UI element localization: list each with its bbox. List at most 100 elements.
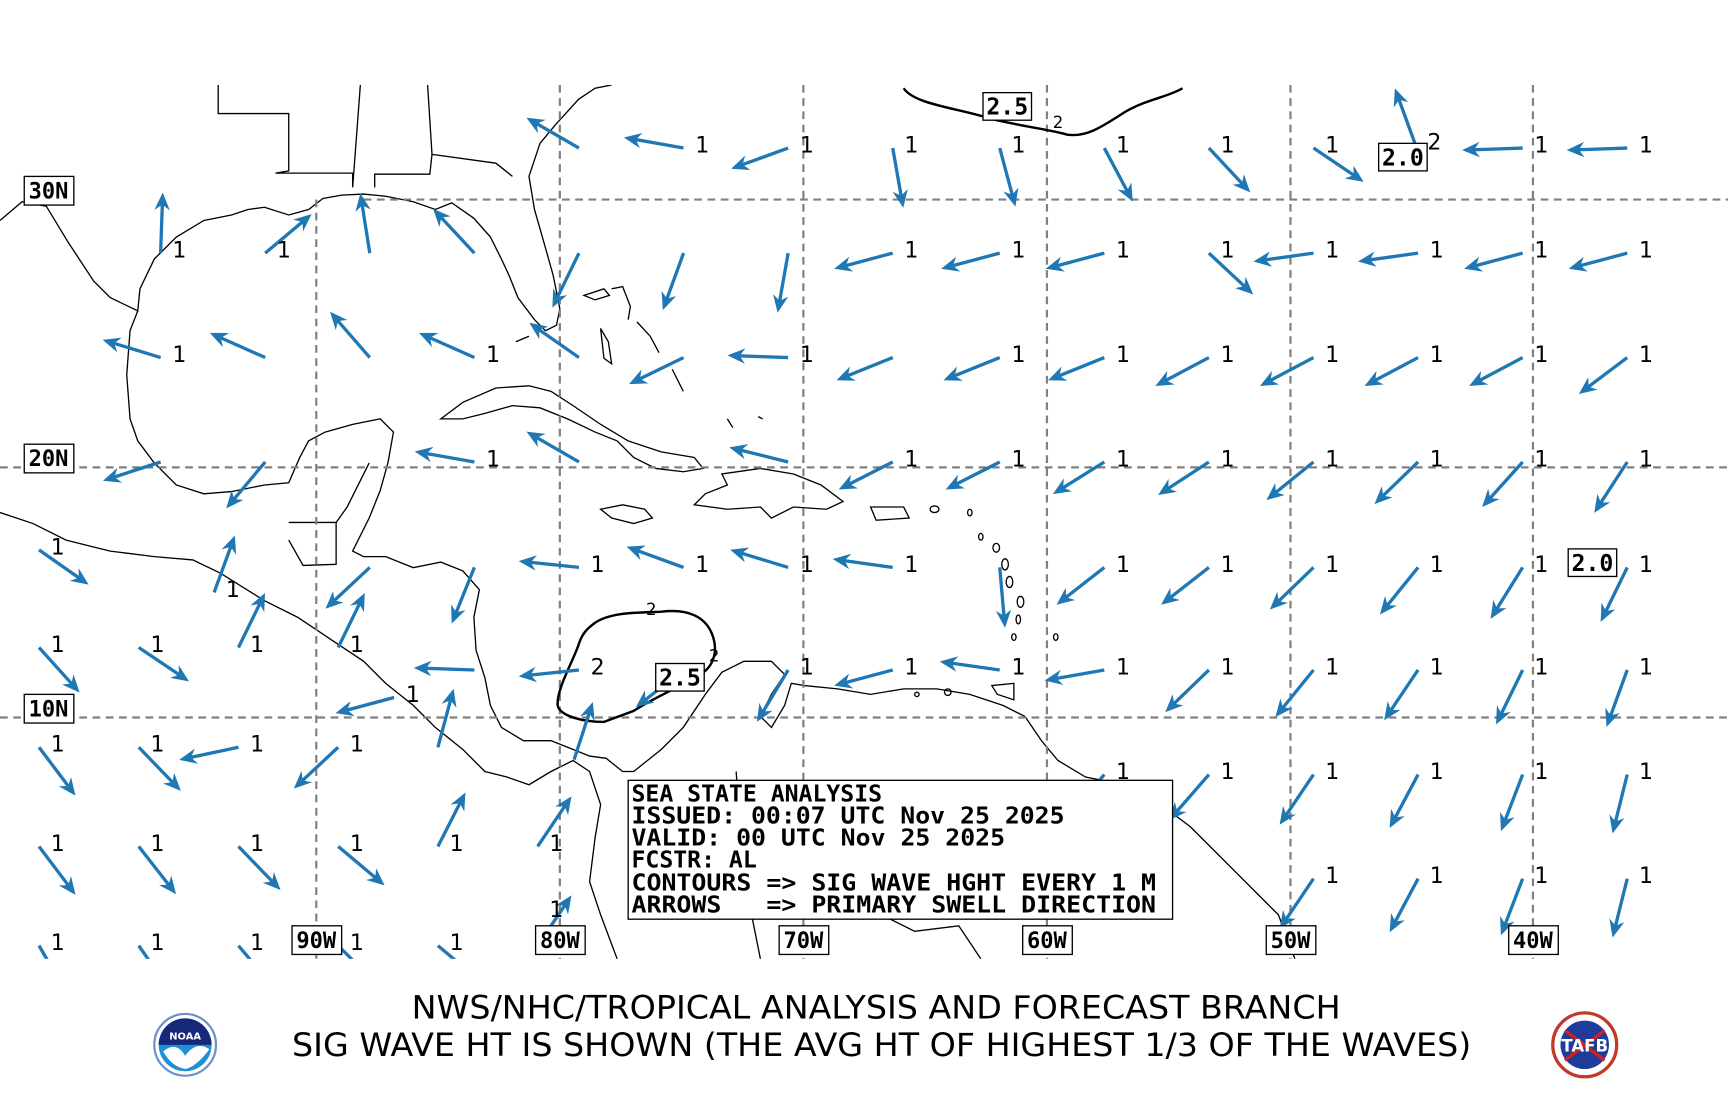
wave-height-label: 1 — [1534, 133, 1548, 158]
swell-arrow-head — [1266, 483, 1285, 501]
wave-height-label: 1 — [486, 343, 500, 368]
swell-arrow-shaft — [845, 460, 894, 487]
swell-arrow-shaft — [37, 646, 75, 688]
swell-arrow-head — [1393, 88, 1409, 108]
swell-arrow: 1 — [1496, 655, 1548, 725]
swell-arrow-head — [179, 748, 199, 764]
wave-height-label: 1 — [350, 633, 364, 658]
swell-arrow: 1 — [102, 337, 186, 368]
swell-arrow-head — [552, 288, 568, 308]
wave-height-label: 1 — [1430, 553, 1444, 578]
swell-arrow-shaft — [527, 560, 580, 570]
pacific-coast — [0, 511, 618, 959]
wave-height-label: 1 — [1534, 343, 1548, 368]
swell-arrow-head — [834, 256, 854, 272]
swell-arrow-head — [555, 796, 572, 816]
swell-arrow: 1 — [37, 931, 65, 959]
wave-height-label: 1 — [1534, 447, 1548, 472]
wave-height-label: 1 — [250, 733, 264, 758]
swell-arrow-shaft — [738, 146, 789, 168]
swell-arrow: 1 — [1312, 133, 1364, 182]
swell-arrow-shaft — [422, 666, 475, 672]
swell-arrow-head — [102, 337, 122, 353]
swell-arrow-shaft — [949, 251, 1001, 269]
swell-arrow: 1 — [832, 553, 918, 578]
swell-arrow-shaft — [1207, 251, 1248, 290]
swell-arrow: 1 — [179, 733, 264, 764]
swell-arrow: 1 — [1207, 239, 1254, 295]
swell-arrow — [995, 567, 1012, 628]
swell-arrow-shaft — [737, 447, 789, 464]
swell-arrow-head — [1117, 182, 1133, 202]
swell-arrow-head — [943, 366, 963, 381]
lon-label-40w: 40W — [1513, 929, 1554, 954]
swell-arrow-shaft — [1053, 251, 1105, 269]
swell-arrow-head — [730, 547, 750, 563]
wave-height-label: 1 — [1221, 343, 1235, 368]
swell-arrow-shaft — [1387, 669, 1420, 714]
swell-arrow-shaft — [1470, 146, 1523, 152]
swell-arrow-shaft — [436, 696, 453, 748]
swell-arrow: 1 — [1279, 760, 1339, 825]
swell-arrow-shaft — [1379, 460, 1420, 500]
footer-description: SIG WAVE HT IS SHOWN (THE AVG HT OF HIGH… — [292, 1026, 1471, 1064]
wave-height-label: 1 — [1639, 864, 1653, 889]
swell-arrow-shaft — [736, 354, 789, 360]
swell-arrow: 1 — [756, 655, 814, 722]
swell-arrow: 1 — [264, 214, 312, 264]
wave-height-label: 1 — [1325, 133, 1339, 158]
swell-arrow-shaft — [436, 944, 457, 959]
swell-arrow-head — [451, 604, 466, 624]
swell-arrow: 1 — [1048, 343, 1130, 381]
swell-arrow: 1 — [1155, 343, 1235, 387]
swell-arrow — [552, 252, 581, 308]
swell-arrow-head — [626, 545, 646, 560]
swell-arrow-shaft — [236, 600, 263, 649]
wave-height-label: 1 — [1430, 343, 1444, 368]
swell-arrow-shaft — [110, 340, 162, 360]
wave-height-label: 1 — [695, 553, 709, 578]
swell-arrow-shaft — [891, 147, 904, 200]
swell-arrow: 1 — [998, 133, 1025, 207]
swell-arrow: 1 — [1044, 655, 1130, 686]
swell-arrows: 1 1 1 1 1 1 1 2 1 1 1 1 1 1 1 1 1 1 1 1 1 1 1 1 1 1 1 1 1 1 1 1 1 1 1 1 1 1 1 1… — [37, 88, 1653, 959]
wave-height-label: 1 — [1325, 864, 1339, 889]
info-contours-legend: CONTOURS => SIG WAVE HGHT EVERY 1 M — [631, 871, 1156, 897]
wave-height-label: 1 — [150, 931, 164, 956]
swell-arrow-shaft — [1055, 356, 1105, 379]
swell-arrow-shaft — [1472, 251, 1524, 269]
footer: NWS/NHC/TROPICAL ANALYSIS AND FORECAST B… — [153, 988, 1619, 1079]
tafb-logo-text: TAFB — [1561, 1036, 1608, 1055]
swell-arrow-head — [1253, 251, 1273, 267]
swell-arrow-shaft — [237, 845, 276, 885]
swell-arrow-shaft — [360, 201, 372, 254]
swell-arrow-head — [1279, 910, 1296, 929]
swell-arrow-head — [1609, 814, 1625, 834]
swell-arrow — [226, 460, 267, 509]
swell-arrow: 1 — [1253, 239, 1339, 267]
swell-arrow-shaft — [738, 550, 789, 569]
swell-arrow — [209, 332, 266, 360]
wave-height-label: 1 — [1534, 864, 1548, 889]
wave-height-label: 1 — [1011, 343, 1025, 368]
swell-arrow-head — [414, 446, 434, 463]
lon-label-50w: 50W — [1271, 929, 1312, 954]
swell-arrow-shaft — [842, 668, 894, 685]
swell-arrow: 1 — [336, 592, 365, 658]
swell-arrow: 1 — [337, 931, 364, 959]
wave-height-label: 1 — [51, 832, 65, 857]
swell-arrow: 1 — [1578, 343, 1653, 395]
swell-arrow-shaft — [38, 548, 83, 581]
swell-arrow-head — [1155, 370, 1175, 387]
wave-height-label: 1 — [1116, 447, 1130, 472]
swell-arrow-head — [623, 132, 643, 149]
wave-height-label: 1 — [800, 343, 814, 368]
swell-arrow: 1 — [834, 655, 918, 689]
swell-arrow-shaft — [1575, 146, 1628, 152]
swell-arrow-shaft — [842, 251, 894, 269]
swell-arrow-head — [1344, 165, 1364, 182]
wave-height-label: 1 — [226, 578, 240, 603]
swell-arrow-shaft — [1371, 356, 1419, 384]
swell-arrow-head — [635, 690, 655, 708]
swell-arrow-head — [441, 688, 457, 708]
